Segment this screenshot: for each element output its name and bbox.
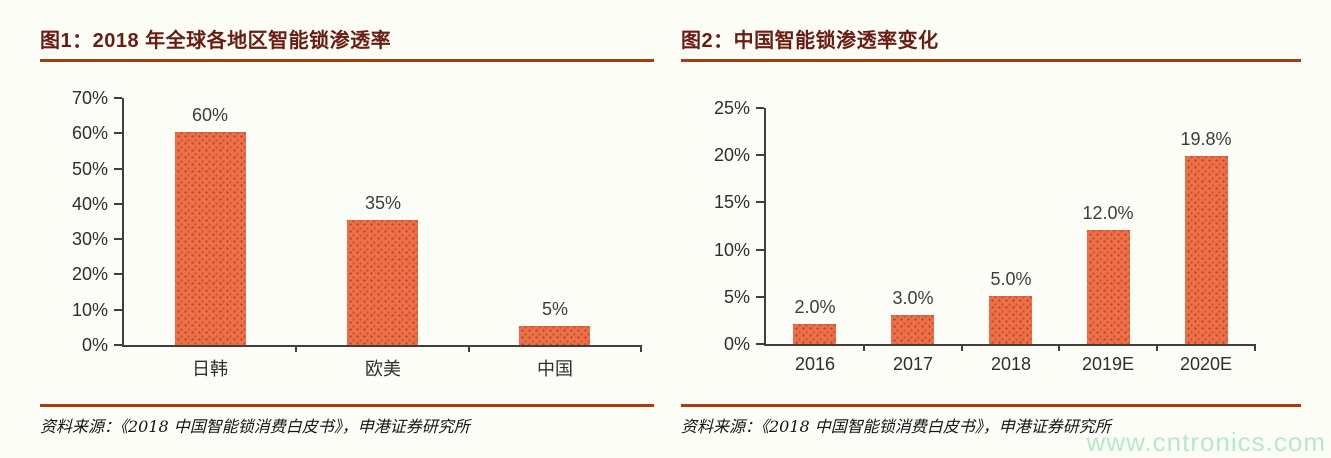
x-axis-tick	[468, 345, 470, 352]
y-axis-tick-label: 50%	[71, 158, 108, 179]
x-axis-tick	[1058, 344, 1060, 351]
bar	[519, 326, 590, 345]
bar-value-label: 19.8%	[1180, 129, 1232, 149]
y-axis-tick	[114, 97, 122, 99]
y-axis-tick	[756, 107, 764, 109]
y-axis-tick-label: 10%	[713, 239, 750, 260]
figure1-bar-chart: 0% 10% 20% 30% 40% 50% 60% 70% 60% 日韩 35% 欧美 5% 中国	[72, 89, 642, 379]
x-axis-tick	[863, 344, 865, 351]
y-axis-tick	[756, 201, 764, 204]
figure1-source-text: 资料来源：《2018 中国智能锁消费白皮书》，申港证券研究所	[40, 417, 470, 436]
x-axis-category-label: 欧美	[365, 359, 401, 379]
y-axis-tick-label: 0%	[81, 335, 108, 355]
y-axis-tick	[114, 202, 122, 205]
figure2-source-text: 资料来源：《2018 中国智能锁消费白皮书》，申港证券研究所	[681, 417, 1111, 436]
bar-value-label: 5%	[541, 299, 568, 319]
bar-value-label: 12.0%	[1082, 203, 1134, 223]
y-axis-tick-label: 10%	[71, 299, 108, 320]
x-axis-category-label: 2018	[990, 354, 1032, 374]
y-axis-tick	[756, 154, 764, 157]
x-axis-tick	[640, 345, 642, 352]
y-axis-tick-label: 70%	[71, 88, 108, 108]
y-axis-tick	[114, 132, 122, 135]
figure2-footer-rule	[681, 404, 1301, 407]
figure1-title: 图1：2018 年全球各地区智能锁渗透率	[40, 30, 392, 52]
y-axis-tick	[756, 343, 764, 345]
y-axis-tick	[114, 308, 122, 311]
figure2-title: 图2：中国智能锁渗透率变化	[681, 30, 939, 52]
y-axis-tick	[756, 248, 764, 251]
y-axis-tick-label: 30%	[71, 229, 108, 250]
y-axis-tick-label: 25%	[713, 98, 750, 118]
figure1-title-rule	[40, 59, 654, 62]
y-axis-tick-label: 20%	[71, 264, 108, 285]
bar-value-label: 5.0%	[990, 269, 1032, 289]
bar	[1087, 230, 1130, 344]
x-axis-category-label: 2020E	[1179, 354, 1233, 374]
x-axis-category-label: 中国	[537, 359, 573, 379]
figure2-title-rule	[681, 59, 1301, 62]
y-axis-tick-label: 5%	[723, 286, 750, 307]
y-axis-tick-label: 20%	[713, 145, 750, 166]
y-axis-tick	[114, 238, 122, 241]
bar-value-label: 3.0%	[892, 288, 934, 308]
bar-value-label: 60%	[191, 105, 229, 125]
x-axis-category-label: 2017	[892, 354, 934, 374]
x-axis-tick	[1254, 344, 1256, 351]
bar	[793, 324, 836, 344]
bar-value-label: 35%	[364, 193, 402, 213]
figure1-footer-rule	[40, 404, 654, 407]
y-axis-tick	[114, 167, 122, 170]
y-axis-tick	[114, 273, 122, 276]
x-axis-tick	[295, 345, 297, 352]
watermark-text: www.cntronics.com	[1086, 427, 1326, 457]
y-axis-tick-label: 40%	[71, 193, 108, 214]
figure2-bar-chart: 0% 5% 10% 15% 20% 25% 2.0% 2016 3.0% 2017 5.0% 2018…	[714, 99, 1256, 374]
x-axis-category-label: 2019E	[1081, 354, 1135, 374]
bar	[989, 296, 1032, 344]
y-axis-tick	[114, 344, 122, 346]
x-axis-category-label: 2016	[794, 354, 836, 374]
x-axis-category-label: 日韩	[192, 359, 228, 379]
y-axis-tick-label: 60%	[71, 123, 108, 144]
x-axis-tick	[1156, 344, 1158, 351]
bar-value-label: 2.0%	[794, 297, 836, 317]
y-axis-tick	[756, 295, 764, 298]
bar	[891, 315, 934, 344]
bar	[1185, 156, 1228, 344]
y-axis-tick-label: 0%	[723, 334, 750, 354]
bar	[175, 132, 246, 345]
bar	[347, 220, 418, 345]
y-axis-tick-label: 15%	[713, 192, 750, 213]
x-axis-tick	[961, 344, 963, 351]
